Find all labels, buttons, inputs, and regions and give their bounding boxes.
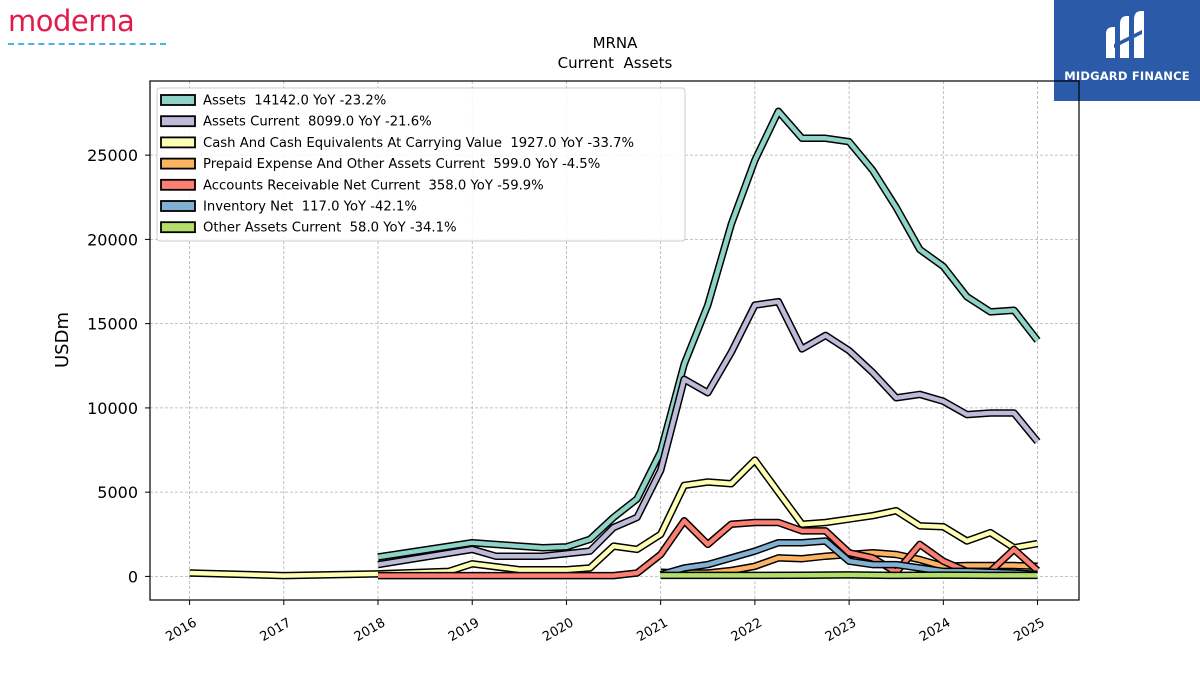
y-tick-label: 0 [128,567,138,586]
x-tick-label: 2018 [352,615,388,645]
series-line [378,518,1040,578]
legend-entry: Accounts Receivable Net Current 358.0 Yo… [160,178,544,193]
y-axis: 0 5000 10000 15000 20000 25000 [87,146,150,586]
series-line [660,572,1038,578]
midgard-finance-text: MIDGARD FINANCE [1064,69,1190,83]
legend-entry: Inventory Net 117.0 YoY -42.1% [160,200,417,215]
legend-swatch [160,178,196,191]
legend-swatch [160,115,196,128]
legend-label: Cash And Cash Equivalents At Carrying Va… [203,136,634,151]
legend-label: Other Assets Current 58.0 YoY -34.1% [203,221,456,236]
plot-frame [149,80,1080,601]
legend-label: Inventory Net 117.0 YoY -42.1% [203,200,417,215]
chart-subtitle: Current Assets [558,54,673,72]
legend-box [156,87,686,242]
y-tick-label: 25000 [87,146,138,165]
legend-label: Accounts Receivable Net Current 358.0 Yo… [203,178,544,193]
x-axis: 2016 2017 2018 2019 2020 2021 2022 2023 2024 2025 [163,600,1048,645]
x-tick-label: 2021 [635,615,671,645]
x-tick-label: 2020 [540,615,576,645]
legend-entry: Cash And Cash Equivalents At Carrying Va… [160,136,634,151]
y-axis-label: USDm [52,312,73,368]
legend: Assets 14142.0 YoY -23.2% Assets Current … [156,87,686,242]
legend-swatch [160,157,196,170]
legend-label: Assets Current 8099.0 YoY -21.6% [203,115,432,130]
series-3 [189,456,1039,580]
legend-label: Prepaid Expense And Other Assets Current… [203,157,600,172]
series-2 [377,297,1041,569]
chart-title: MRNA [593,34,639,52]
midgard-finance-logo: MIDGARD FINANCE [1054,0,1200,101]
moderna-logo: moderna [8,4,173,45]
moderna-logo-text: moderna [8,4,135,38]
x-tick-label: 2025 [1011,615,1047,645]
x-tick-label: 2022 [729,615,765,645]
legend-swatch [160,136,196,149]
x-tick-label: 2024 [917,615,953,645]
series-5 [378,517,1041,580]
series-1 [377,107,1041,561]
moderna-logo-underline [8,43,166,45]
y-tick-label: 5000 [97,483,138,502]
x-tick-label: 2023 [823,615,859,645]
y-tick-label: 15000 [87,315,138,334]
x-tick-label: 2019 [446,615,482,645]
y-tick-label: 10000 [87,399,138,418]
x-tick-label: 2016 [163,615,199,645]
legend-entry: Assets Current 8099.0 YoY -21.6% [160,115,432,130]
legend-swatch [160,200,196,212]
series-layer [189,107,1041,580]
series-line [189,457,1038,578]
legend-entry: Other Assets Current 58.0 YoY -34.1% [160,221,456,236]
midgard-emblem-icon [1106,11,1144,58]
series-line [377,109,1040,560]
series-7 [660,571,1038,580]
y-tick-label: 20000 [87,230,138,249]
legend-swatch [160,221,196,234]
legend-entry: Assets 14142.0 YoY -23.2% [160,94,386,109]
legend-label: Assets 14142.0 YoY -23.2% [203,94,386,109]
series-line [377,299,1040,567]
legend-swatch [160,94,196,106]
legend-entry: Prepaid Expense And Other Assets Current… [160,157,600,172]
x-tick-label: 2017 [258,615,294,645]
